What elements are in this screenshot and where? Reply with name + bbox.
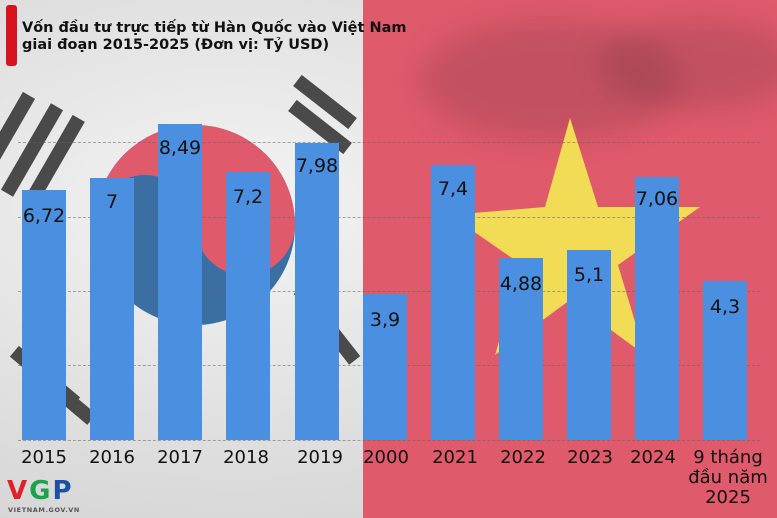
vgp-logo: VGP — [7, 478, 74, 504]
x-tick-label: 2024 — [630, 447, 676, 468]
data-label: 5,1 — [573, 264, 605, 286]
flag-shadow — [600, 20, 777, 110]
gridline-8 — [18, 142, 760, 143]
data-label: 4,88 — [499, 273, 543, 295]
flag-shadow — [420, 20, 680, 140]
star-icon — [450, 118, 700, 355]
x-tick-label: 2000 — [363, 447, 409, 468]
data-label: 4,3 — [709, 296, 741, 318]
title-accent-bar — [6, 5, 17, 66]
x-tick-label: 2019 — [297, 447, 343, 468]
baseline — [18, 440, 760, 441]
bar-2023 — [567, 250, 611, 440]
x-tick-label: 2021 — [432, 447, 478, 468]
bar-2018 — [226, 172, 270, 440]
x-tick-line: đầu năm — [688, 467, 768, 488]
data-label: 7,4 — [437, 178, 469, 200]
x-tick-label: 2015 — [21, 447, 67, 468]
data-label: 7,98 — [295, 155, 339, 177]
data-label: 7,06 — [635, 188, 679, 210]
x-tick-label: 2018 — [223, 447, 269, 468]
logo-letter-p: P — [52, 476, 74, 506]
bar-2024 — [635, 177, 679, 440]
bar-2016 — [90, 178, 134, 440]
x-tick-label: 2023 — [567, 447, 613, 468]
data-label: 8,49 — [158, 137, 202, 159]
bar-2000 — [363, 294, 407, 440]
chart-title: Vốn đầu tư trực tiếp từ Hàn Quốc vào Việ… — [22, 20, 406, 54]
bar-2019 — [295, 143, 339, 440]
x-tick-label: 2016 — [89, 447, 135, 468]
x-tick-label: 2017 — [157, 447, 203, 468]
title-line-2: giai đoạn 2015-2025 (Đơn vị: Tỷ USD) — [22, 37, 330, 53]
x-tick-label: 2022 — [500, 447, 546, 468]
title-line-1: Vốn đầu tư trực tiếp từ Hàn Quốc vào Việ… — [22, 20, 407, 36]
x-tick-line: 9 tháng — [693, 447, 763, 468]
bar-2015 — [22, 190, 66, 440]
data-label: 3,9 — [369, 309, 401, 331]
data-label: 6,72 — [22, 205, 66, 227]
bar-2025 — [703, 281, 747, 440]
bar-2021 — [431, 165, 475, 440]
logo-letter-g: G — [29, 476, 53, 506]
gridline-4 — [18, 291, 760, 292]
x-tick-label-2025: 9 tháng đầu năm 2025 — [688, 448, 768, 508]
logo-subtitle: VIETNAM.GOV.VN — [8, 506, 80, 514]
data-label: 7 — [105, 191, 119, 213]
bar-2022 — [499, 258, 543, 440]
bar-2017 — [158, 124, 202, 440]
logo-letter-v: V — [7, 476, 30, 506]
data-label: 7,2 — [232, 186, 264, 208]
x-tick-line: 2025 — [705, 487, 751, 508]
gridline-6 — [18, 217, 760, 218]
